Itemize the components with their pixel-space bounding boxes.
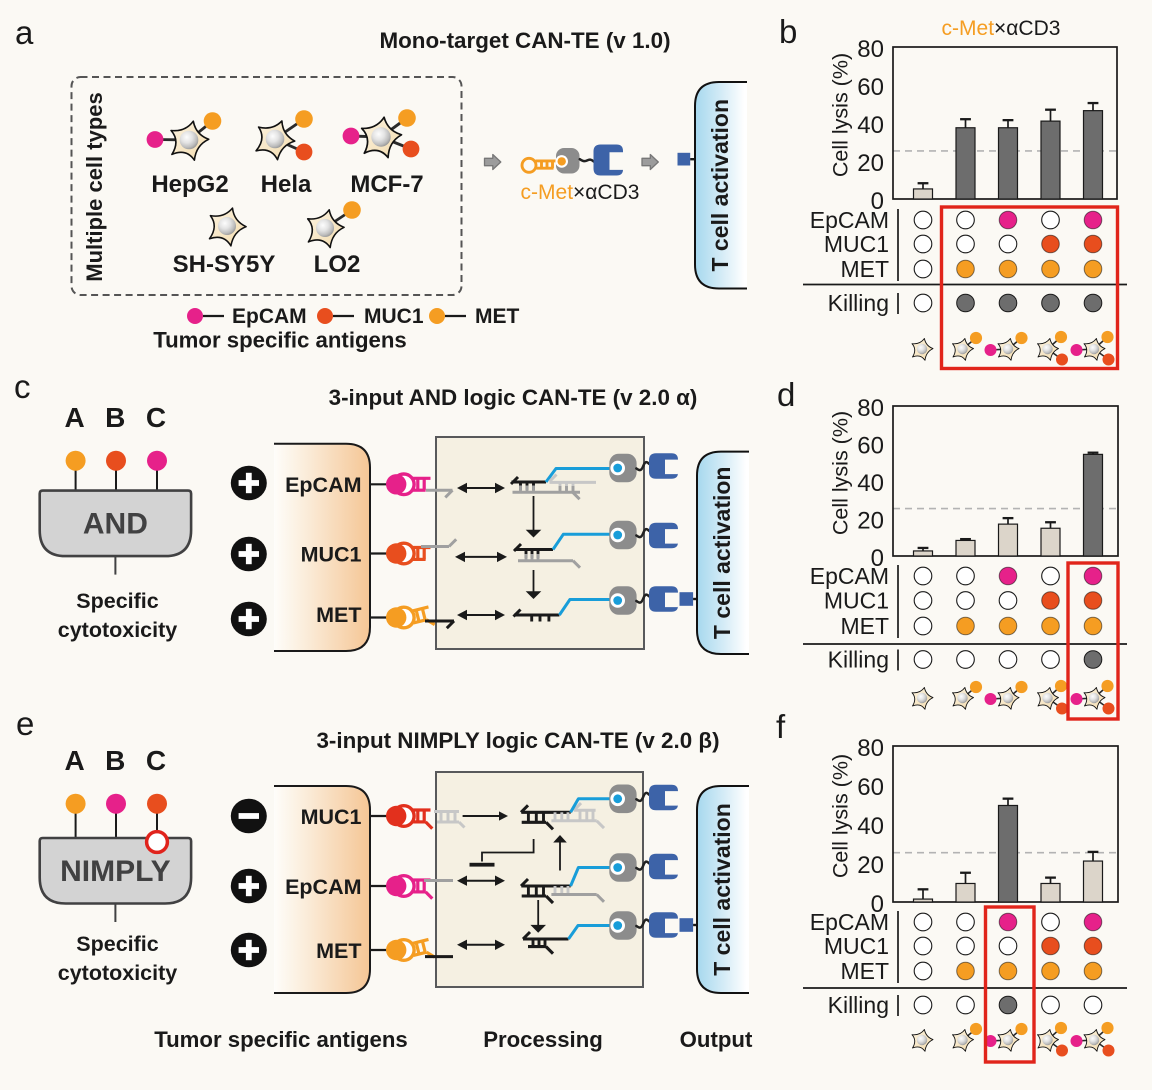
svg-text:Tumor specific antigens: Tumor specific antigens — [153, 328, 407, 353]
svg-text:c-Met×αCD3: c-Met×αCD3 — [942, 17, 1061, 40]
svg-text:B: B — [105, 745, 125, 776]
svg-text:EpCAM: EpCAM — [810, 563, 889, 589]
svg-text:c: c — [14, 368, 31, 405]
svg-text:T cell activation: T cell activation — [709, 467, 735, 640]
svg-text:MET: MET — [316, 939, 361, 963]
svg-text:cytotoxicity: cytotoxicity — [58, 618, 178, 642]
svg-text:d: d — [777, 376, 795, 413]
svg-text:EpCAM: EpCAM — [810, 909, 889, 935]
svg-text:60: 60 — [857, 433, 884, 460]
svg-text:40: 40 — [857, 470, 884, 497]
svg-text:MET: MET — [840, 256, 889, 282]
svg-text:MET: MET — [840, 613, 889, 639]
svg-text:60: 60 — [857, 74, 884, 101]
svg-text:Specific: Specific — [76, 589, 158, 613]
svg-text:MUC1: MUC1 — [364, 305, 424, 328]
svg-text:80: 80 — [857, 395, 884, 422]
svg-text:Killing: Killing — [828, 647, 889, 673]
svg-text:b: b — [779, 13, 797, 50]
svg-text:3-input AND logic CAN-TE (v 2.: 3-input AND logic CAN-TE (v 2.0 α) — [329, 385, 698, 410]
svg-text:T cell activation: T cell activation — [707, 99, 733, 272]
svg-text:80: 80 — [857, 36, 884, 63]
svg-text:MUC1: MUC1 — [824, 588, 889, 614]
svg-text:MUC1: MUC1 — [824, 231, 889, 257]
svg-text:a: a — [15, 14, 34, 51]
svg-text:Cell lysis (%): Cell lysis (%) — [829, 411, 853, 535]
svg-text:Multiple cell types: Multiple cell types — [82, 92, 107, 282]
svg-text:e: e — [16, 705, 34, 742]
svg-text:EpCAM: EpCAM — [285, 875, 361, 899]
svg-text:cytotoxicity: cytotoxicity — [58, 961, 178, 985]
svg-text:MUC1: MUC1 — [824, 933, 889, 959]
svg-text:3-input NIMPLY logic CAN-TE (v: 3-input NIMPLY logic CAN-TE (v 2.0 β) — [316, 728, 719, 753]
svg-text:80: 80 — [857, 735, 884, 762]
svg-text:NIMPLY: NIMPLY — [60, 855, 171, 888]
svg-text:Mono-target CAN-TE (v 1.0): Mono-target CAN-TE (v 1.0) — [379, 28, 670, 53]
svg-text:T cell activation: T cell activation — [709, 803, 735, 976]
svg-text:EpCAM: EpCAM — [232, 305, 307, 328]
svg-text:Cell lysis (%): Cell lysis (%) — [829, 53, 853, 177]
svg-text:Killing: Killing — [828, 290, 889, 316]
svg-text:Specific: Specific — [76, 932, 158, 956]
svg-text:40: 40 — [857, 112, 884, 139]
svg-text:20: 20 — [857, 852, 884, 879]
svg-text:Cell lysis (%): Cell lysis (%) — [829, 754, 853, 878]
svg-text:Output: Output — [680, 1027, 753, 1052]
svg-text:C: C — [146, 745, 166, 776]
svg-text:A: A — [64, 402, 84, 433]
svg-text:EpCAM: EpCAM — [810, 207, 889, 233]
svg-text:A: A — [64, 745, 84, 776]
svg-text:40: 40 — [857, 813, 884, 840]
svg-text:f: f — [776, 708, 786, 745]
svg-text:MUC1: MUC1 — [301, 543, 362, 567]
svg-text:Killing: Killing — [828, 992, 889, 1018]
svg-text:MET: MET — [316, 603, 361, 627]
svg-text:EpCAM: EpCAM — [285, 473, 361, 497]
svg-text:20: 20 — [857, 150, 884, 177]
svg-text:B: B — [105, 402, 125, 433]
svg-text:SH-SY5Y: SH-SY5Y — [173, 251, 276, 278]
svg-text:C: C — [146, 402, 166, 433]
svg-text:MET: MET — [475, 305, 520, 328]
svg-text:20: 20 — [857, 508, 884, 535]
svg-text:Tumor specific antigens: Tumor specific antigens — [154, 1027, 408, 1052]
svg-text:LO2: LO2 — [314, 251, 361, 278]
svg-text:AND: AND — [83, 508, 148, 541]
svg-text:HepG2: HepG2 — [151, 171, 228, 198]
svg-text:MCF-7: MCF-7 — [350, 171, 423, 198]
svg-text:MUC1: MUC1 — [301, 805, 362, 829]
svg-text:60: 60 — [857, 774, 884, 801]
svg-text:c-Met×αCD3: c-Met×αCD3 — [521, 181, 640, 204]
svg-text:Hela: Hela — [261, 171, 312, 198]
svg-text:Processing: Processing — [483, 1027, 603, 1052]
svg-text:MET: MET — [840, 958, 889, 984]
